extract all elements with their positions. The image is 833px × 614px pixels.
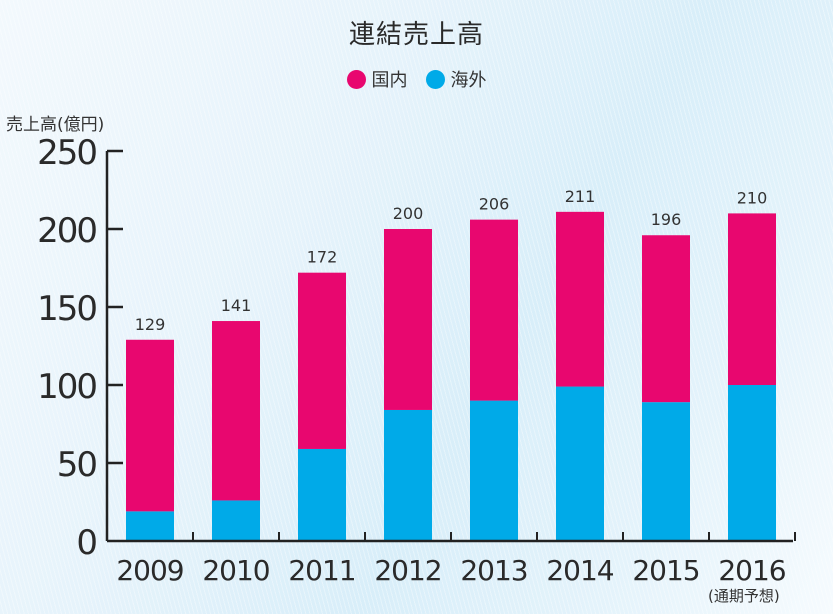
- legend-item-overseas: 海外: [425, 66, 487, 92]
- y-tick-label-250: 250: [37, 133, 96, 173]
- total-label-2013: 206: [479, 195, 510, 214]
- total-label-2012: 200: [393, 204, 424, 223]
- legend-swatch-domestic: [346, 69, 366, 89]
- bar-domestic-2011: [298, 272, 346, 449]
- bar-overseas-2016: [728, 385, 776, 541]
- legend-item-domestic: 国内: [346, 66, 408, 92]
- x-tick-label-2013: 2013: [460, 554, 527, 587]
- legend: 国内 海外: [0, 66, 833, 92]
- bar-domestic-2015: [642, 235, 690, 403]
- bar-overseas-2010: [212, 500, 260, 541]
- legend-label-overseas: 海外: [450, 70, 487, 91]
- x-tick-label-2012: 2012: [374, 554, 441, 587]
- bar-overseas-2014: [556, 386, 604, 541]
- bar-overseas-2009: [126, 511, 174, 541]
- legend-label-domestic: 国内: [371, 70, 408, 91]
- y-tick-label-200: 200: [37, 211, 96, 251]
- total-label-2014: 211: [565, 187, 596, 206]
- y-tick-label-150: 150: [37, 289, 96, 329]
- total-label-2011: 172: [307, 248, 338, 267]
- bar-overseas-2013: [470, 400, 518, 541]
- chart-title: 連結売上高: [348, 20, 484, 50]
- total-label-2010: 141: [221, 296, 252, 315]
- x-tick-label-2011: 2011: [288, 554, 355, 587]
- y-tick-label-0: 0: [76, 523, 96, 563]
- x-tick-label-2015: 2015: [632, 554, 699, 587]
- y-tick-label-100: 100: [37, 367, 96, 407]
- x-tick-label-2009: 2009: [116, 554, 183, 587]
- bar-domestic-2009: [126, 339, 174, 512]
- x-tick-label-2010: 2010: [202, 554, 269, 587]
- x-note-2016: (通期予想): [708, 587, 780, 605]
- legend-swatch-overseas: [425, 69, 445, 89]
- y-tick-label-50: 50: [57, 445, 97, 485]
- bar-overseas-2015: [642, 402, 690, 541]
- bar-domestic-2013: [470, 219, 518, 401]
- y-axis-label: 売上高(億円): [6, 115, 105, 135]
- x-tick-label-2016: 2016: [718, 554, 785, 587]
- x-tick-label-2014: 2014: [546, 554, 613, 587]
- bar-domestic-2014: [556, 211, 604, 387]
- bar-domestic-2016: [728, 213, 776, 385]
- total-label-2016: 210: [737, 188, 768, 207]
- bar-domestic-2010: [212, 321, 260, 501]
- total-label-2015: 196: [651, 210, 682, 229]
- bar-overseas-2011: [298, 448, 346, 541]
- bar-overseas-2012: [384, 409, 432, 541]
- total-label-2009: 129: [135, 315, 166, 334]
- bar-domestic-2012: [384, 229, 432, 410]
